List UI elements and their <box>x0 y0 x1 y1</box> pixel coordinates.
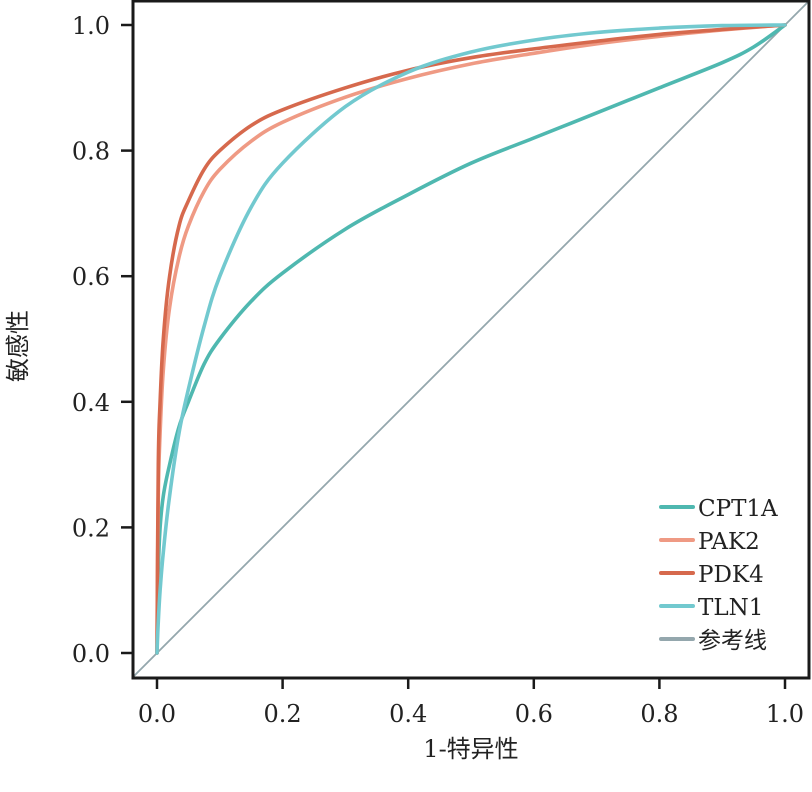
legend-item-tln1: TLN1 <box>659 595 763 621</box>
x-tick-label: 0.2 <box>264 700 302 728</box>
series-line-pdk4 <box>155 23 787 655</box>
series-line-reference <box>133 1 809 678</box>
y-tick-label: 1.0 <box>72 12 110 40</box>
x-axis-title: 1-特异性 <box>423 735 518 763</box>
x-tick-label: 0.0 <box>138 700 176 728</box>
y-tick-label: 0.8 <box>72 138 110 166</box>
legend-label: TLN1 <box>698 595 763 621</box>
x-tick-label: 1.0 <box>766 700 804 728</box>
legend-item-pak2: PAK2 <box>659 529 760 555</box>
plot-frame <box>131 0 811 680</box>
y-tick-label: 0.2 <box>72 514 110 542</box>
x-tick-label: 0.8 <box>640 700 678 728</box>
legend-item-cpt1a: CPT1A <box>659 496 778 522</box>
legend: CPT1A PAK2 PDK4 TLN1 参考线 <box>659 496 778 654</box>
y-tick-label: 0.6 <box>72 263 110 291</box>
legend-item-reference: 参考线 <box>659 628 767 654</box>
series-line-tln1 <box>155 23 787 655</box>
y-tick-label: 0.0 <box>72 640 110 668</box>
series-line-cpt1a <box>155 23 787 655</box>
x-axis: 0.0 0.2 0.4 0.6 0.8 1.0 <box>138 679 804 728</box>
series-layer <box>133 1 809 678</box>
x-tick-label: 0.4 <box>389 700 427 728</box>
legend-label: PDK4 <box>698 562 764 588</box>
legend-label: PAK2 <box>698 529 760 555</box>
x-tick-label: 0.6 <box>515 700 553 728</box>
y-axis: 0.0 0.2 0.4 0.6 0.8 1.0 <box>72 12 132 668</box>
legend-item-pdk4: PDK4 <box>659 562 764 588</box>
y-axis-title: 敏感性 <box>4 310 32 382</box>
legend-label: 参考线 <box>698 628 767 654</box>
legend-label: CPT1A <box>698 496 778 522</box>
y-tick-label: 0.4 <box>72 389 110 417</box>
